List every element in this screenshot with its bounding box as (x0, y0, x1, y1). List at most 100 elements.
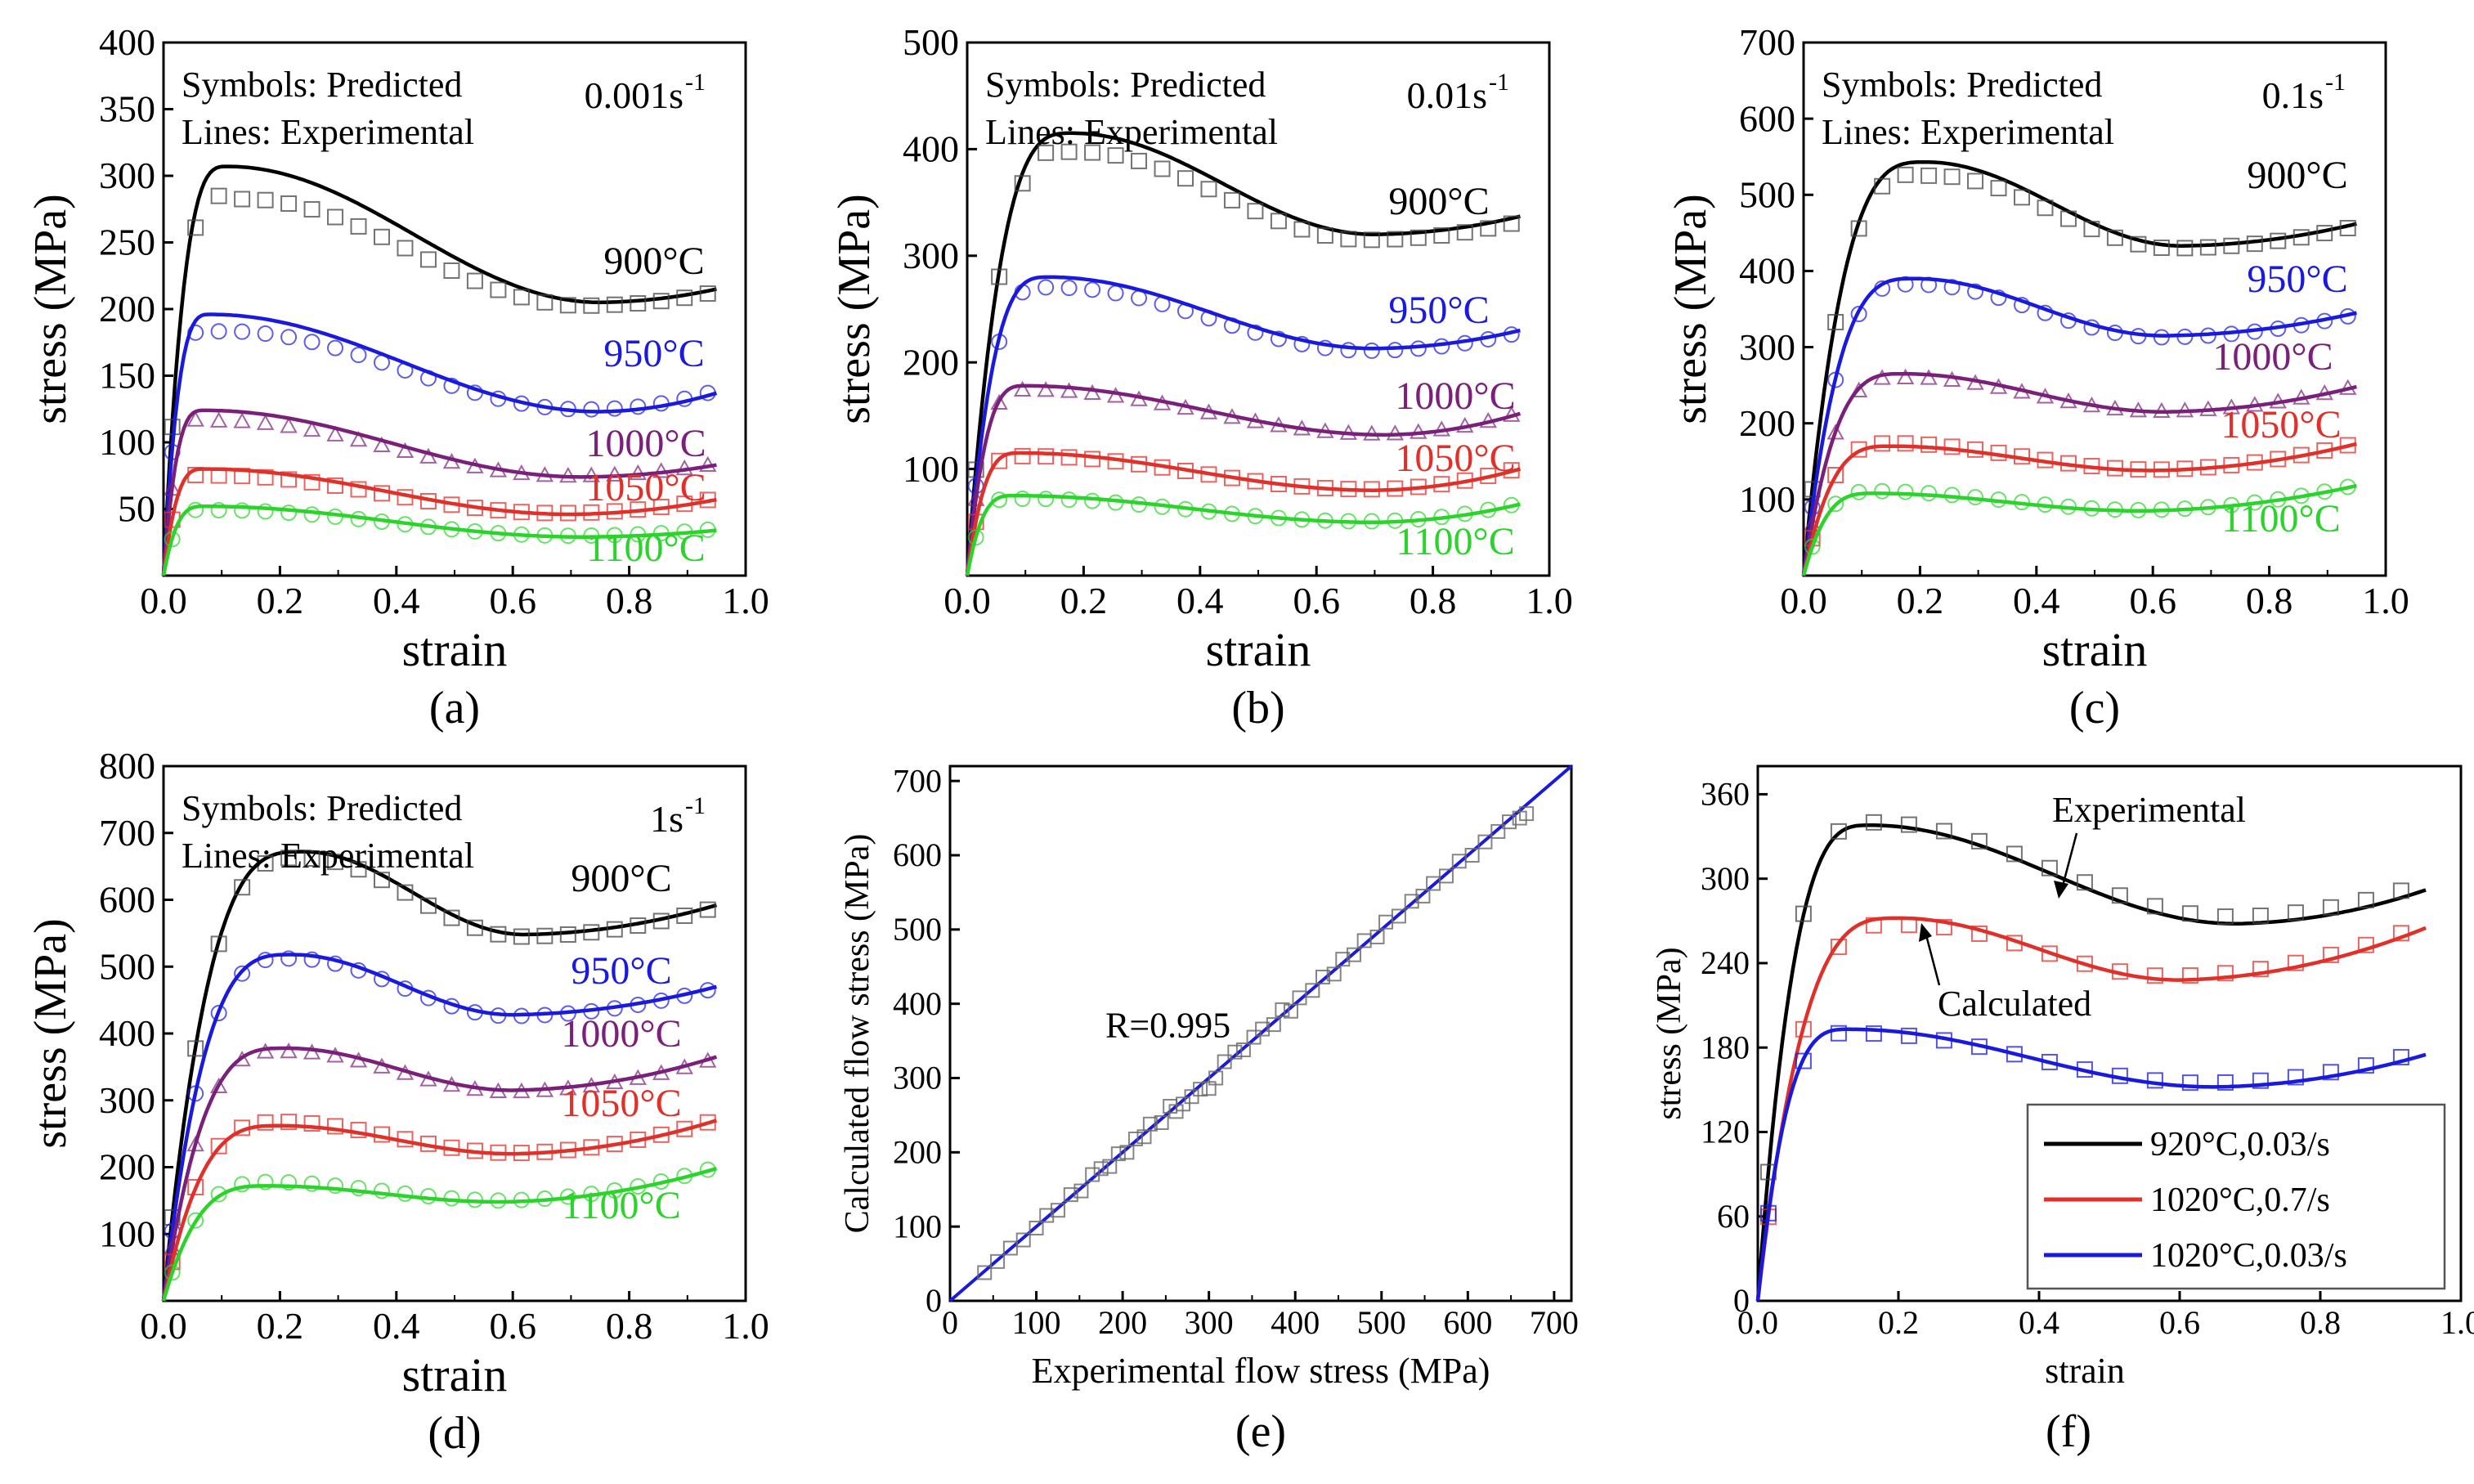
series-1-point (1990, 289, 2007, 307)
series-2-point (2153, 401, 2171, 419)
series-1-point (1480, 330, 1497, 347)
series-3-point (443, 1139, 460, 1156)
series-1-point (1897, 276, 1914, 293)
series-markers-0 (164, 187, 716, 436)
y-tick-label: 700 (1739, 21, 1795, 63)
series-2-point (2339, 379, 2357, 395)
series-4-point (419, 518, 437, 536)
series-1-point (1900, 917, 1917, 934)
series-4-point (350, 1180, 367, 1197)
series-0-point (397, 884, 414, 901)
scatter-point (1127, 1131, 1143, 1146)
series-1-point (2270, 321, 2287, 338)
series-4-point (676, 523, 693, 540)
series-1-point (257, 325, 274, 343)
series-2-point (2222, 398, 2241, 415)
series-3-point (397, 489, 414, 506)
series-3-point (1154, 459, 1171, 476)
series-0-point (513, 928, 530, 945)
series-label-2: 1000°C (585, 422, 706, 465)
series-0-point (2199, 239, 2216, 256)
series-4-point (164, 531, 181, 548)
series-1-point (1433, 338, 1450, 355)
x-tick-label: 0.0 (1780, 580, 1827, 621)
series-0-point (1177, 170, 1194, 187)
series-3-point (210, 467, 227, 484)
series-2-point (1896, 368, 1915, 384)
series-1-point (1830, 939, 1847, 956)
series-2-point (1083, 383, 1101, 401)
legend-predicted: Symbols: Predicted (985, 65, 1266, 105)
legend-predicted: Symbols: Predicted (182, 788, 462, 828)
series-4-point (1247, 508, 1264, 525)
series-1-point (210, 1005, 227, 1022)
series-2-point (1935, 1032, 1952, 1049)
series-0-point (443, 909, 460, 926)
series-4-point (2339, 478, 2356, 495)
series-0-point (513, 289, 530, 306)
series-1-point (419, 989, 437, 1007)
series-1-point (397, 980, 414, 998)
series-3-point (536, 1143, 554, 1160)
series-3-point (1920, 436, 1938, 453)
series-4-point (1223, 505, 1240, 522)
y-tick-label: 0 (1733, 1282, 1750, 1319)
scatter-point (1110, 1146, 1126, 1162)
scatter-point (1073, 1183, 1089, 1199)
series-4-point (513, 1191, 530, 1208)
scatter-point (1217, 1054, 1232, 1069)
series-label-2: 1000°C (561, 1012, 681, 1056)
series-2-point (1153, 394, 1172, 410)
series-4-point (630, 1177, 647, 1195)
series-4-point (164, 1264, 181, 1281)
series-4-point (234, 1176, 251, 1193)
series-4-point (559, 527, 576, 545)
y-axis-title: stress (MPa) (1665, 194, 1716, 424)
series-0-point (1293, 221, 1311, 238)
series-0-point (2392, 882, 2409, 899)
series-line-2 (161, 1046, 718, 1302)
scatter-point (1391, 908, 1406, 924)
y-tick-label: 300 (99, 155, 155, 196)
series-2-point (1873, 369, 1891, 385)
series-2-point (990, 393, 1008, 410)
series-1-point (2252, 961, 2269, 978)
x-tick-label: 0.4 (373, 580, 420, 621)
series-1-point (1865, 917, 1882, 934)
y-tick-label: 240 (1701, 944, 1750, 981)
scatter-point (1266, 1017, 1281, 1033)
legend-label-1: 1020°C,0.7/s (2150, 1181, 2330, 1219)
y-tick-label: 300 (903, 235, 959, 276)
series-markers-4 (164, 1161, 716, 1281)
series-3-point (2292, 446, 2310, 464)
series-3-point (466, 1142, 483, 1159)
legend-experimental: Lines: Experimental (985, 112, 1278, 152)
y-tick-label: 100 (99, 421, 155, 463)
series-3-point (419, 492, 437, 509)
series-3-point (2106, 460, 2123, 477)
series-3-point (490, 1144, 507, 1161)
series-4-point (1990, 491, 2007, 509)
series-2-point (1270, 416, 1288, 433)
series-0-point (490, 281, 507, 298)
series-2-point (675, 459, 693, 476)
series-0-point (559, 297, 576, 314)
scatter-point (1142, 1116, 1158, 1132)
x-tick-label: 0.6 (489, 580, 536, 621)
series-2-point (396, 1064, 415, 1080)
annotation-arrowhead (1919, 923, 1932, 942)
series-1-point (1967, 283, 1984, 300)
series-0-point (257, 855, 274, 872)
series-4-point (1107, 494, 1124, 511)
series-4-point (583, 1186, 600, 1203)
legend-predicted: Symbols: Predicted (1822, 65, 2102, 105)
series-1-point (2111, 963, 2128, 980)
series-2-point (1503, 406, 1521, 422)
series-3-point (234, 468, 251, 485)
series-4-point (280, 1174, 298, 1191)
series-0-point (2014, 189, 2030, 206)
series-4-point (2037, 496, 2054, 513)
series-3-point (559, 1141, 576, 1159)
series-2-point (1989, 378, 2008, 394)
series-1-point (2216, 965, 2234, 982)
